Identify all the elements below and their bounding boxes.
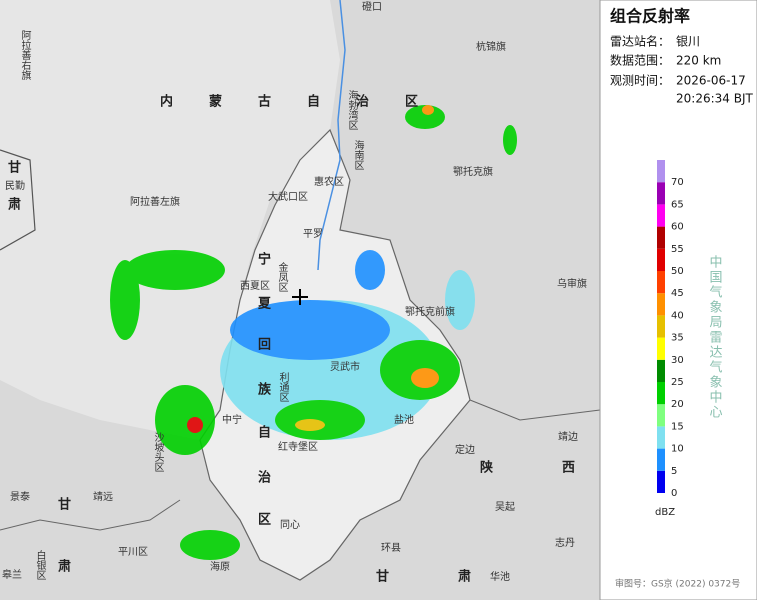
legend-unit: dBZ (655, 507, 675, 518)
legend-color-block (657, 293, 665, 316)
place-label: 利通区 (277, 372, 289, 402)
info-panel: 组合反射率 雷达站名： 银川 数据范围： 220 km 观测时间： 2026-0… (599, 0, 757, 601)
place-label: 定边 (455, 443, 475, 456)
panel-title: 组合反射率 (610, 7, 690, 26)
place-label: 宁 (258, 252, 271, 268)
place-label: 回 (258, 338, 271, 353)
legend-tick-label: 30 (671, 355, 684, 366)
legend-color-block (657, 382, 665, 405)
place-label: 红寺堡区 (278, 440, 318, 453)
radar-site-marker (292, 289, 308, 305)
place-label: 鄂托克旗 (453, 165, 493, 178)
place-label: 西 (562, 461, 575, 476)
place-label: 沙坡头区 (152, 432, 164, 472)
radar-echoes (110, 105, 517, 560)
legend-tick-label: 25 (671, 377, 684, 388)
legend-tick-label: 65 (671, 199, 684, 210)
legend-color-block (657, 337, 665, 360)
place-label: 乌审旗 (557, 277, 587, 290)
legend-tick-label: 45 (671, 288, 684, 299)
place-label: 白银区 (34, 549, 46, 580)
legend-color-block (657, 182, 665, 205)
place-label: 中宁 (222, 413, 242, 426)
place-label: 内蒙古自治区 (160, 94, 454, 110)
legend-tick-label: 15 (671, 421, 684, 432)
place-label: 肃 (8, 197, 21, 213)
legend-tick-label: 50 (671, 266, 684, 277)
place-label: 吴起 (495, 501, 515, 513)
place-label: 甘 (376, 569, 389, 585)
place-label: 大武口区 (268, 190, 308, 203)
place-label: 金凤区 (276, 261, 288, 292)
legend-tick-label: 55 (671, 244, 684, 255)
legend-tick-label: 10 (671, 444, 684, 455)
legend-color-block (657, 226, 665, 249)
place-label: 自 (258, 425, 271, 441)
legend-color-block (657, 470, 665, 493)
place-label: 华池 (490, 570, 510, 583)
place-label: 平罗 (303, 228, 323, 240)
time-label: 观测时间： (610, 74, 670, 88)
place-label: 西夏区 (240, 280, 270, 292)
range-label: 数据范围： (610, 53, 670, 68)
legend-tick-label: 20 (671, 399, 684, 410)
legend-color-block (657, 315, 665, 338)
place-label: 皋兰 (2, 568, 22, 581)
place-label: 甘 (8, 160, 21, 176)
place-label: 肃 (58, 559, 71, 575)
place-label: 陕 (480, 460, 494, 476)
station-label: 雷达站名： (610, 34, 670, 49)
station-value: 银川 (676, 35, 700, 49)
place-label: 海原 (210, 560, 230, 573)
place-label: 肃 (458, 569, 471, 585)
place-label: 杭锦旗 (476, 40, 506, 53)
place-label: 鄂托克前旗 (405, 305, 455, 318)
place-label: 夏 (257, 297, 272, 312)
place-label: 磴口 (362, 0, 382, 13)
approval-number: 审图号：GS京 (2022) 0372号 (615, 578, 740, 590)
place-label: 同心 (280, 519, 300, 531)
legend-tick-label: 40 (671, 310, 684, 321)
org-label: 中国气象局雷达气象中心 (707, 255, 723, 420)
place-label: 平川区 (118, 546, 148, 558)
place-label: 民勤 (5, 179, 25, 192)
place-label: 区 (258, 513, 271, 528)
place-label: 惠农区 (314, 175, 344, 188)
legend-color-block (657, 271, 665, 294)
place-label: 治 (258, 470, 271, 486)
place-label: 阿拉善左旗 (130, 195, 180, 208)
place-label: 甘 (58, 497, 71, 513)
place-label: 环县 (381, 542, 401, 554)
legend-tick-label: 0 (671, 488, 677, 499)
map-labels: 磴口 阿拉善右旗 杭锦旗 内蒙古自治区 海勃湾区 海南区 惠农区 大武口区 鄂托… (2, 0, 587, 585)
place-label: 景泰 (10, 490, 30, 503)
legend-tick-label: 70 (671, 177, 684, 188)
legend-color-block (657, 448, 665, 471)
place-label: 族 (258, 382, 272, 398)
legend-color-block (657, 248, 665, 271)
place-label: 灵武市 (330, 360, 360, 373)
place-label: 阿拉善右旗 (19, 30, 31, 81)
place-label: 海勃湾区 (346, 89, 358, 130)
place-label: 靖边 (558, 430, 578, 443)
legend-tick-label: 5 (671, 466, 677, 477)
legend-color-block (657, 204, 665, 227)
place-label: 靖远 (93, 490, 113, 503)
legend-tick-label: 35 (671, 333, 684, 344)
date-value: 2026-06-17 (676, 74, 746, 88)
range-value: 220 km (676, 54, 721, 68)
legend-color-block (657, 359, 665, 382)
legend-color-block (657, 404, 665, 427)
place-label: 志丹 (555, 536, 575, 549)
legend-color-block (657, 426, 665, 449)
time-value: 20:26:34 BJT (676, 92, 753, 106)
place-label: 盐池 (394, 413, 414, 426)
place-label: 海南区 (352, 139, 364, 170)
legend-tick-label: 60 (671, 222, 684, 233)
legend-color-block (657, 160, 665, 183)
